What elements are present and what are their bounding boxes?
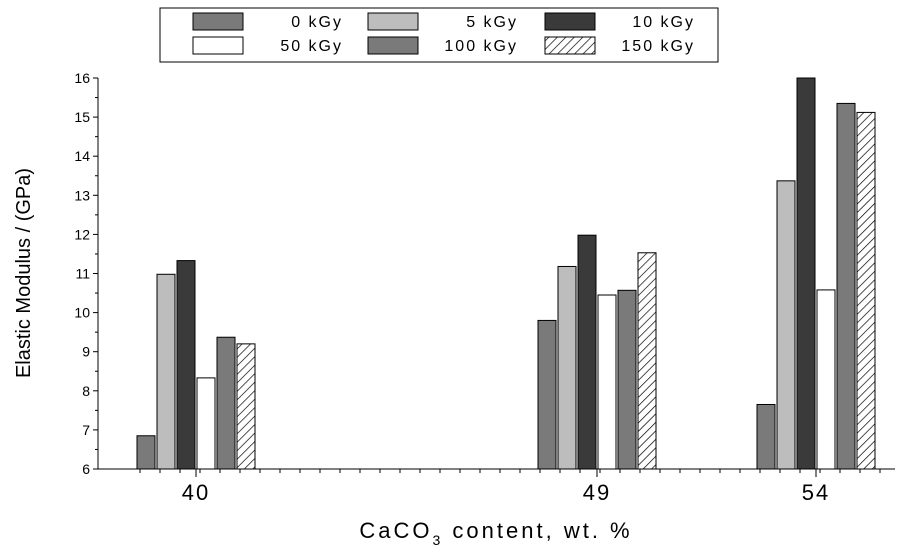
legend-swatch [192,12,244,31]
bar-0-kgy-cat-49 [537,319,557,470]
legend-label: 0 kGy [291,14,343,31]
y-tick-label: 10 [74,305,90,321]
y-axis-title: Elastic Modulus / (GPa) [13,168,35,378]
bar-100-kgy-cat-54 [836,102,856,470]
x-category-label: 40 [182,480,210,505]
legend-label: 5 kGy [466,14,518,31]
y-tick-label: 7 [82,422,90,438]
y-tick-label: 14 [74,148,90,164]
bar-50-kgy-cat-49 [597,294,617,470]
legend-label: 50 kGy [280,38,343,55]
x-axis-title-subscript: 3 [433,532,444,548]
bar-10-kgy-cat-49 [577,234,597,470]
x-axis-title-main: CaCO [359,518,432,543]
legend-label: 10 kGy [632,14,695,31]
bar-150-kgy-cat-54 [856,111,876,470]
bar-0-kgy-cat-40 [136,435,156,470]
bar-10-kgy-cat-40 [176,260,196,470]
bar-100-kgy-cat-40 [216,336,236,470]
legend-swatch [367,36,419,55]
y-tick-label: 15 [74,109,90,125]
y-tick-label: 12 [74,226,90,242]
bar-10-kgy-cat-54 [796,77,816,470]
legend-swatch [367,12,419,31]
bar-5-kgy-cat-40 [156,273,176,470]
bar-50-kgy-cat-54 [816,289,836,470]
bar-5-kgy-cat-49 [557,265,577,470]
legend: 0 kGy 5 kGy 10 kGy 50 kGy 100 kGy 150 kGy [159,7,719,63]
bar-150-kgy-cat-49 [637,252,657,470]
bar-100-kgy-cat-49 [617,289,637,470]
x-axis-title: CaCO3 content, wt. % [359,518,632,548]
y-tick-label: 11 [75,266,90,282]
y-tick-label: 8 [82,383,90,399]
legend-label: 150 kGy [621,38,695,55]
x-category-label: 54 [802,480,830,505]
x-axis-title-rest: content, wt. % [443,518,632,543]
y-tick-label: 9 [82,344,90,360]
legend-swatch [544,36,596,55]
legend-frame [159,7,719,63]
bar-5-kgy-cat-54 [776,180,796,470]
legend-swatch [192,36,244,55]
plot-area: 6 7 8 9 10 11 12 13 14 15 16 40 49 54 [74,70,895,505]
y-tick-label: 13 [74,187,90,203]
bar-0-kgy-cat-54 [756,403,776,470]
y-tick-label: 6 [82,461,90,477]
bar-50-kgy-cat-40 [196,377,216,470]
x-category-label: 49 [583,480,611,505]
legend-swatch [544,12,596,31]
bar-150-kgy-cat-40 [236,343,256,470]
legend-label: 100 kGy [444,38,518,55]
y-tick-label: 16 [74,70,90,86]
